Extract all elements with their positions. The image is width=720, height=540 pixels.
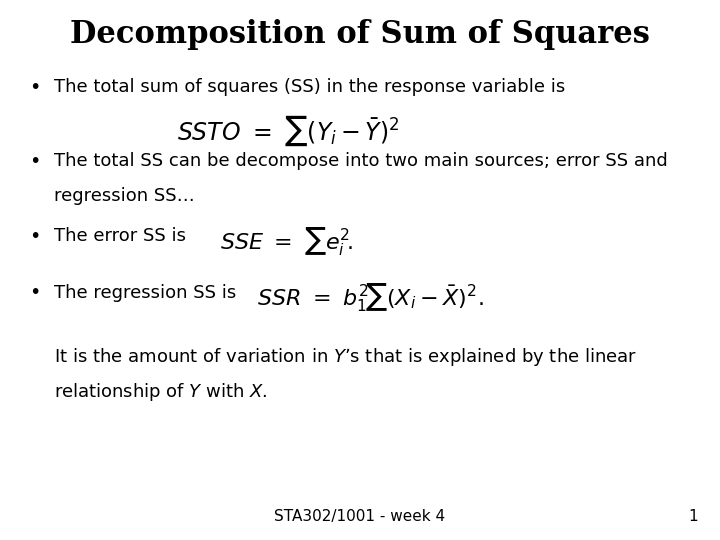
Text: •: • xyxy=(29,284,40,302)
Text: The regression SS is: The regression SS is xyxy=(54,284,248,301)
Text: The total sum of squares (SS) in the response variable is: The total sum of squares (SS) in the res… xyxy=(54,78,565,96)
Text: regression SS…: regression SS… xyxy=(54,187,194,205)
Text: The error SS is: The error SS is xyxy=(54,227,197,245)
Text: Decomposition of Sum of Squares: Decomposition of Sum of Squares xyxy=(70,19,650,50)
Text: STA302/1001 - week 4: STA302/1001 - week 4 xyxy=(274,509,446,524)
Text: •: • xyxy=(29,152,40,171)
Text: •: • xyxy=(29,227,40,246)
Text: 1: 1 xyxy=(689,509,698,524)
Text: $\mathit{SSR}\ =\ b_1^2\!\sum(X_i - \bar{X})^2$.: $\mathit{SSR}\ =\ b_1^2\!\sum(X_i - \bar… xyxy=(257,281,484,313)
Text: It is the amount of variation in $Y$’s that is explained by the linear: It is the amount of variation in $Y$’s t… xyxy=(54,346,637,368)
Text: •: • xyxy=(29,78,40,97)
Text: $\mathit{SSTO}\ =\ \sum(Y_i - \bar{Y})^2$: $\mathit{SSTO}\ =\ \sum(Y_i - \bar{Y})^2… xyxy=(176,113,400,148)
Text: $\mathit{SSE}\ =\ \sum e_i^2\!$.: $\mathit{SSE}\ =\ \sum e_i^2\!$. xyxy=(220,225,353,256)
Text: relationship of $Y$ with $X$.: relationship of $Y$ with $X$. xyxy=(54,381,268,403)
Text: The total SS can be decompose into two main sources; error SS and: The total SS can be decompose into two m… xyxy=(54,152,667,170)
